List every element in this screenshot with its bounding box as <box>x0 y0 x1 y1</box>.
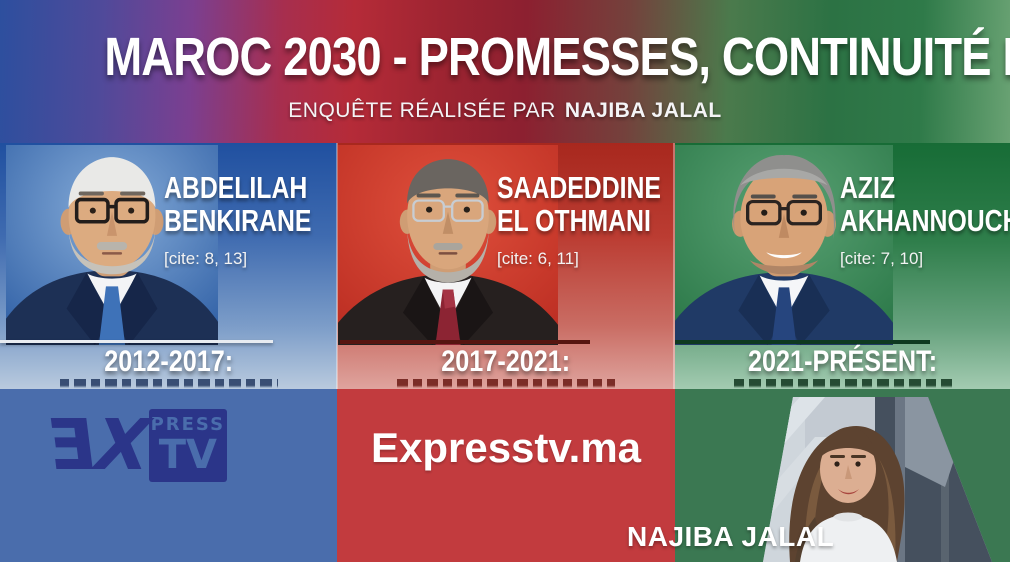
portrait-el-othmani <box>338 145 558 345</box>
cite-reference: [cite: 6, 11] <box>497 249 579 268</box>
period-text: 2017-2021: <box>441 345 571 378</box>
period-label: 2017-2021: <box>337 345 675 379</box>
name-line: AKHANNOUCH <box>840 203 1010 238</box>
panel-divider-line <box>340 340 590 344</box>
panel-akhannouch: AZIZ AKHANNOUCH [cite: 7, 10] 2021-PRÉSE… <box>675 143 1010 389</box>
period-text: 2012-2017: <box>104 345 233 378</box>
panel-divider-line <box>675 340 930 344</box>
clipped-caption-fragment <box>397 379 615 388</box>
footer-blue-column: EX PRESS TV <box>0 389 337 562</box>
author-name: NAJIBA JALAL <box>627 521 835 552</box>
clipped-caption-fragment <box>59 379 278 388</box>
period-label: 2012-2017: <box>0 345 337 379</box>
logo-press-text: PRESS <box>150 413 226 435</box>
period-label: 2021-PRÉSENT: <box>675 345 1010 379</box>
name-line: SAADEDDINE <box>497 170 661 205</box>
poster-title: MAROC 2030 - PROMESSES, CONTINUITÉ ET DÉ… <box>0 26 1010 88</box>
cite-reference: [cite: 8, 13] <box>164 249 248 268</box>
portrait-akhannouch-illustration <box>675 145 893 345</box>
subtitle-prefix: ENQUÊTE RÉALISÉE PAR <box>288 99 556 122</box>
panel-divider-line <box>0 340 273 343</box>
portrait-el-othmani-illustration <box>338 145 558 345</box>
express-tv-logo: EX PRESS TV <box>52 404 227 486</box>
logo-press-tv-box: PRESS TV <box>148 408 227 482</box>
period-text: 2021-PRÉSENT: <box>747 345 938 378</box>
panel-separator <box>336 143 338 389</box>
politician-panels: ABDELILAH BENKIRANE [cite: 8, 13] 2012-2… <box>0 143 1010 389</box>
logo-tv-text: TV <box>158 431 217 478</box>
poster-subtitle: ENQUÊTE RÉALISÉE PAR NAJIBA JALAL <box>0 99 1010 123</box>
logo-letter-x: X <box>92 404 146 486</box>
poster-title-text: MAROC 2030 - PROMESSES, CONTINUITÉ ET DÉ… <box>104 27 1010 87</box>
subtitle-author: NAJIBA JALAL <box>564 99 722 122</box>
website-url: Expresstv.ma <box>370 424 642 471</box>
logo-ex-letters: EX <box>52 404 146 486</box>
portrait-akhannouch <box>675 145 893 345</box>
header-banner: MAROC 2030 - PROMESSES, CONTINUITÉ ET DÉ… <box>0 0 1010 143</box>
cite-reference: [cite: 7, 10] <box>840 249 924 268</box>
name-line: ABDELILAH <box>164 170 308 205</box>
portrait-benkirane <box>6 145 218 345</box>
name-line: EL OTHMANI <box>497 203 651 238</box>
logo-letter-e: E <box>52 404 99 486</box>
panel-benkirane: ABDELILAH BENKIRANE [cite: 8, 13] 2012-2… <box>0 143 337 389</box>
portrait-benkirane-illustration <box>6 145 218 345</box>
name-line: BENKIRANE <box>164 203 312 238</box>
footer-red-column <box>337 389 675 562</box>
name-block-akhannouch: AZIZ AKHANNOUCH [cite: 7, 10] <box>840 171 1010 269</box>
panel-separator <box>673 143 675 389</box>
name-block-benkirane: ABDELILAH BENKIRANE [cite: 8, 13] <box>164 171 337 269</box>
panel-el-othmani: SAADEDDINE EL OTHMANI [cite: 6, 11] 2017… <box>337 143 675 389</box>
clipped-caption-fragment <box>733 379 952 388</box>
name-line: AZIZ <box>840 170 896 205</box>
name-block-el-othmani: SAADEDDINE EL OTHMANI [cite: 6, 11] <box>497 171 675 269</box>
